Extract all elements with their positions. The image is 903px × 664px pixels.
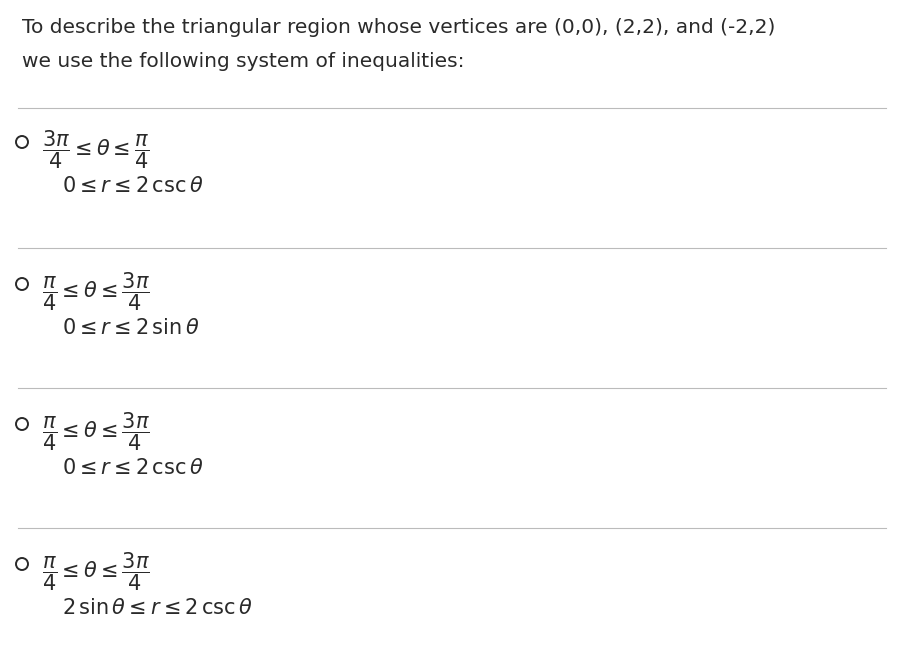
Text: $0 \leq r \leq 2\,\mathrm{csc}\,\theta$: $0 \leq r \leq 2\,\mathrm{csc}\,\theta$ — [62, 176, 203, 196]
Text: $\dfrac{3\pi}{4} \leq \theta \leq \dfrac{\pi}{4}$: $\dfrac{3\pi}{4} \leq \theta \leq \dfrac… — [42, 128, 150, 171]
Text: $\dfrac{\pi}{4} \leq \theta \leq \dfrac{3\pi}{4}$: $\dfrac{\pi}{4} \leq \theta \leq \dfrac{… — [42, 410, 150, 452]
Text: $0 \leq r \leq 2\,\mathrm{csc}\,\theta$: $0 \leq r \leq 2\,\mathrm{csc}\,\theta$ — [62, 458, 203, 478]
Text: $2\,\mathrm{sin}\,\theta \leq r \leq 2\,\mathrm{csc}\,\theta$: $2\,\mathrm{sin}\,\theta \leq r \leq 2\,… — [62, 598, 253, 618]
Text: $\dfrac{\pi}{4} \leq \theta \leq \dfrac{3\pi}{4}$: $\dfrac{\pi}{4} \leq \theta \leq \dfrac{… — [42, 270, 150, 313]
Text: To describe the triangular region whose vertices are (0,0), (2,2), and (-2,2): To describe the triangular region whose … — [22, 18, 775, 37]
Text: $\dfrac{\pi}{4} \leq \theta \leq \dfrac{3\pi}{4}$: $\dfrac{\pi}{4} \leq \theta \leq \dfrac{… — [42, 550, 150, 592]
Text: we use the following system of inequalities:: we use the following system of inequalit… — [22, 52, 464, 71]
Text: $0 \leq r \leq 2\,\mathrm{sin}\,\theta$: $0 \leq r \leq 2\,\mathrm{sin}\,\theta$ — [62, 318, 200, 338]
